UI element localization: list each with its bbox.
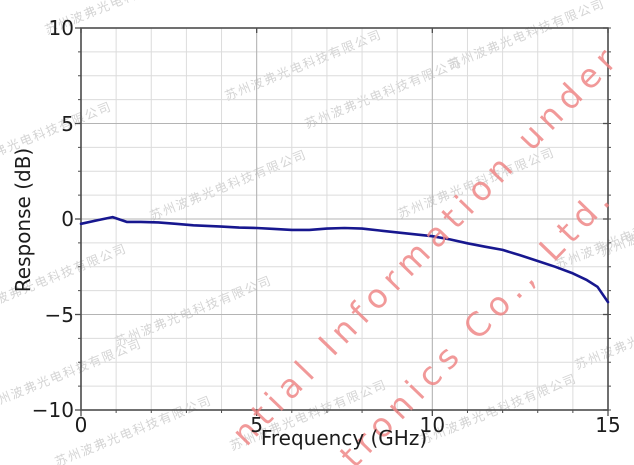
y-tick--10: −10 bbox=[31, 398, 74, 422]
series-response bbox=[79, 215, 610, 304]
company-watermark-text: 苏州波弗光电科技有限公司 bbox=[597, 182, 634, 260]
x-tick-15: 15 bbox=[595, 413, 621, 437]
watermark-red-line-2: tronics Co., Ltd. bbox=[331, 176, 623, 465]
company-watermark-text: 苏州波弗光电科技有限公司 bbox=[395, 144, 557, 222]
company-watermark-text: 苏州波弗光电科技有限公司 bbox=[552, 195, 634, 273]
company-watermark-text: 苏州波弗光电科技有限公司 bbox=[0, 98, 114, 176]
watermark-red-line-1: ntial Information under bbox=[223, 36, 629, 454]
company-watermark-text: 苏州波弗光电科技有限公司 bbox=[0, 335, 144, 413]
company-watermark-text: 苏州波弗光电科技有限公司 bbox=[572, 295, 634, 373]
company-watermark-text: 苏州波弗光电科技有限公司 bbox=[417, 370, 579, 448]
x-tick-10: 10 bbox=[419, 413, 446, 437]
x-tick-5: 5 bbox=[250, 413, 264, 437]
x-tick-0: 0 bbox=[74, 413, 88, 437]
y-tick-10: 10 bbox=[48, 16, 74, 40]
company-watermark-text: 苏州波弗光电科技有限公司 bbox=[222, 26, 384, 104]
y-tick--5: −5 bbox=[44, 302, 74, 327]
company-watermark-text: 苏州波弗光电科技有限公司 bbox=[52, 392, 214, 465]
company-watermark-text: 苏州波弗光电科技有限公司 bbox=[227, 376, 389, 454]
y-tick-5: 5 bbox=[61, 111, 74, 136]
company-watermark-text: 苏州波弗光电科技有限公司 bbox=[0, 240, 129, 318]
company-watermark-text: 苏州波弗光电科技有限公司 bbox=[112, 272, 274, 350]
company-watermark-text: 苏州波弗光电科技有限公司 bbox=[147, 146, 309, 224]
company-watermark-text: 苏州波弗光电科技有限公司 bbox=[41, 0, 204, 38]
x-axis-title: Frequency (GHz) bbox=[260, 426, 428, 450]
y-axis-title: Response (dB) bbox=[11, 147, 35, 293]
company-watermark-text: 苏州波弗光电科技有限公司 bbox=[302, 54, 464, 132]
company-watermark-text: 苏州波弗光电科技有限公司 bbox=[445, 0, 607, 73]
y-tick-0: 0 bbox=[61, 207, 74, 231]
